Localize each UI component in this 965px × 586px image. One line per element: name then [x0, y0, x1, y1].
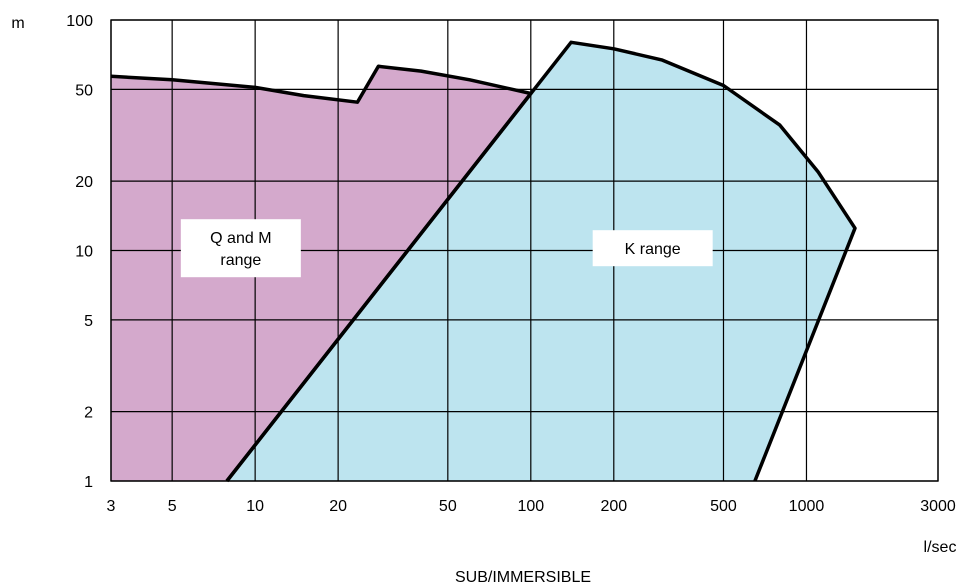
region-k-label: K range: [625, 241, 681, 258]
y-tick-label: 2: [84, 405, 93, 422]
y-axis-label: m: [11, 15, 24, 32]
chart-caption: SUB/IMMERSIBLE: [455, 569, 591, 586]
plot-frame: [110, 19, 939, 482]
region-q-and-m-label-box: [180, 219, 301, 278]
x-tick-label: 1000: [789, 498, 825, 515]
y-tick-label: 5: [84, 313, 93, 330]
region-labels: Q and M range K range: [180, 219, 713, 278]
region-q-and-m-fill: [111, 66, 531, 482]
x-tick-label: 10: [246, 498, 264, 515]
region-k-fill: [226, 42, 855, 482]
y-tick-label: 10: [75, 244, 93, 261]
x-axis-label: l/sec: [924, 539, 957, 556]
x-tick-label: 20: [329, 498, 347, 515]
region-q-and-m-label: range: [220, 252, 261, 269]
y-tick-label: 1: [84, 474, 93, 491]
x-tick-label: 100: [517, 498, 544, 515]
x-tick-label: 50: [439, 498, 457, 515]
y-tick-label: 100: [66, 13, 93, 30]
x-tick-label: 3000: [920, 498, 956, 515]
x-tick-label: 5: [168, 498, 177, 515]
region-q-and-m-label: Q and M: [210, 230, 271, 247]
y-tick-label: 20: [75, 174, 93, 191]
regions-layer: [111, 42, 855, 482]
x-tick-label: 500: [710, 498, 737, 515]
x-tick-label: 200: [600, 498, 627, 515]
x-tick-label: 3: [107, 498, 116, 515]
y-tick-label: 50: [75, 82, 93, 99]
outline-layer: [110, 40, 857, 483]
tick-labels: 3 5 10 20 50 100 200 500 1000 3000 1 2 5 10 20 50 100: [66, 13, 956, 515]
region-k-outline: [225, 40, 857, 483]
region-k-label-box: [592, 230, 713, 267]
region-q-and-m-outline: [110, 64, 533, 483]
